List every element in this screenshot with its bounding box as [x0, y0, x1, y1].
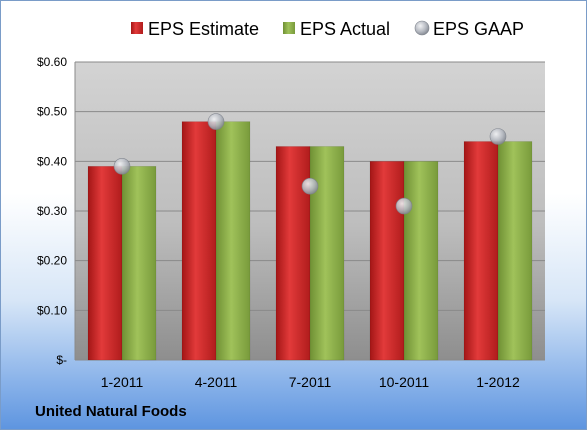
eps-estimate-bar: [463, 141, 499, 361]
y-tick-label: $0.30: [37, 204, 67, 218]
eps-actual-bar: [497, 141, 533, 361]
eps-estimate-bar: [87, 166, 123, 361]
eps-actual-bar: [215, 121, 251, 361]
x-tick-label: 4-2011: [195, 374, 238, 390]
legend-swatch-eps-estimate: [131, 22, 143, 34]
legend-label-eps-estimate: EPS Estimate: [148, 19, 259, 39]
eps-estimate-bar: [275, 146, 311, 361]
y-tick-label: $0.20: [37, 254, 67, 268]
eps-actual-bar: [403, 161, 439, 361]
company-name: United Natural Foods: [35, 403, 187, 420]
x-tick-label: 1-2012: [476, 374, 520, 390]
y-tick-label: $0.10: [37, 303, 67, 317]
eps-gaap-point: [113, 158, 131, 175]
legend-swatch-eps-actual: [283, 22, 295, 34]
y-tick-label: $0.50: [37, 105, 67, 119]
y-tick-label: $0.40: [37, 154, 67, 168]
x-tick-label: 1-2011: [101, 374, 144, 390]
eps-gaap-point: [395, 197, 413, 215]
y-tick-label: $0.60: [37, 55, 67, 69]
legend-label-eps-gaap: EPS GAAP: [433, 19, 524, 39]
eps-actual-bar: [121, 166, 157, 361]
y-tick-label: $-: [56, 353, 67, 367]
x-tick-label: 7-2011: [289, 374, 332, 390]
legend-label-eps-actual: EPS Actual: [300, 19, 390, 39]
eps-gaap-point: [207, 113, 225, 130]
eps-gaap-point: [301, 177, 319, 195]
eps-actual-bar: [309, 146, 345, 361]
legend-swatch-eps-gaap: [414, 20, 430, 36]
eps-estimate-bar: [369, 161, 405, 361]
x-tick-label: 10-2011: [379, 374, 430, 390]
eps-estimate-bar: [181, 121, 217, 361]
eps-gaap-point: [489, 128, 507, 145]
